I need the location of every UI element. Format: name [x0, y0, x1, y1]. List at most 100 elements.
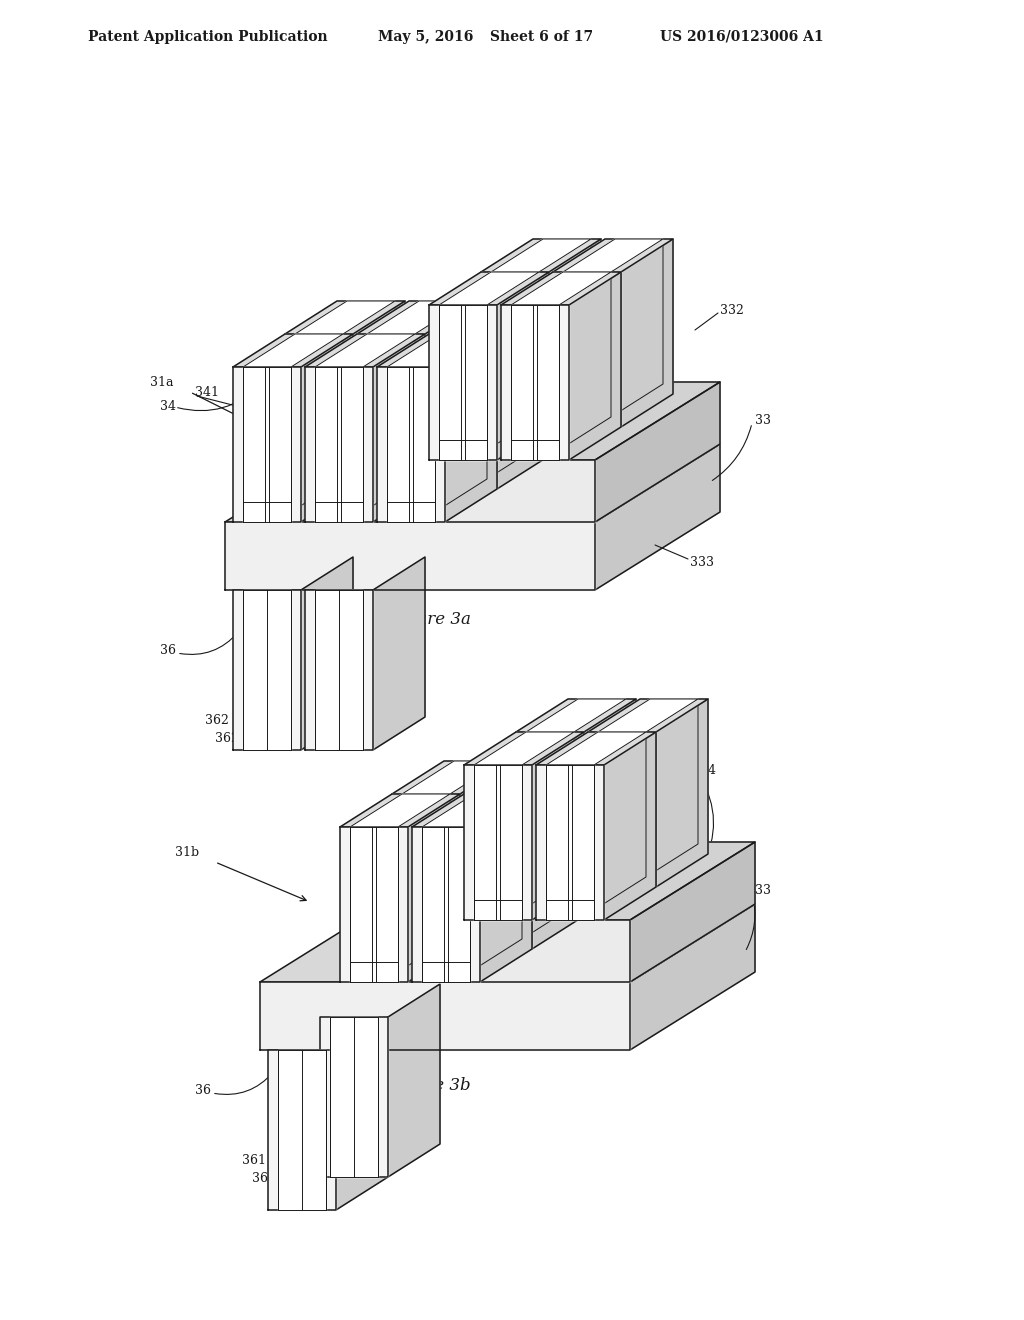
Text: 341: 341 [650, 743, 674, 756]
Polygon shape [594, 733, 646, 909]
Polygon shape [301, 557, 353, 750]
Polygon shape [422, 795, 522, 828]
Polygon shape [474, 733, 574, 766]
Polygon shape [536, 766, 604, 920]
Polygon shape [490, 239, 591, 272]
Polygon shape [340, 795, 460, 828]
Polygon shape [295, 301, 395, 334]
Polygon shape [425, 301, 477, 488]
Polygon shape [225, 444, 720, 521]
Text: 333: 333 [500, 1028, 524, 1041]
Polygon shape [398, 795, 450, 972]
Polygon shape [330, 1016, 378, 1177]
Polygon shape [497, 272, 549, 459]
Polygon shape [315, 334, 415, 367]
Polygon shape [377, 367, 445, 521]
Text: 333: 333 [690, 556, 714, 569]
Text: 361: 361 [252, 1172, 276, 1184]
Polygon shape [546, 766, 594, 920]
Text: 341: 341 [195, 385, 219, 399]
Polygon shape [456, 920, 630, 982]
Polygon shape [630, 842, 755, 982]
Polygon shape [522, 733, 574, 909]
Polygon shape [584, 700, 636, 887]
Polygon shape [305, 367, 373, 521]
Polygon shape [439, 305, 487, 459]
Polygon shape [450, 762, 502, 939]
Text: Patent Application Publication: Patent Application Publication [88, 30, 328, 44]
Polygon shape [285, 334, 353, 488]
Polygon shape [421, 459, 595, 521]
Text: Figure 3b: Figure 3b [389, 1077, 471, 1093]
Polygon shape [387, 334, 487, 367]
Polygon shape [350, 795, 450, 828]
Polygon shape [278, 1049, 326, 1210]
Polygon shape [435, 334, 487, 512]
Polygon shape [526, 733, 574, 887]
Polygon shape [402, 795, 450, 949]
Text: 331: 331 [590, 273, 614, 286]
Polygon shape [429, 272, 549, 305]
Polygon shape [464, 766, 532, 920]
Text: 36: 36 [160, 644, 176, 656]
Polygon shape [377, 334, 497, 367]
Text: Sheet 6 of 17: Sheet 6 of 17 [490, 30, 593, 44]
Text: May 5, 2016: May 5, 2016 [378, 30, 473, 44]
Text: 33: 33 [755, 883, 771, 896]
Polygon shape [422, 828, 470, 982]
Polygon shape [301, 334, 353, 521]
Polygon shape [367, 334, 415, 488]
Polygon shape [559, 272, 611, 450]
Polygon shape [357, 301, 477, 334]
Polygon shape [532, 733, 584, 920]
Polygon shape [464, 762, 584, 795]
Polygon shape [522, 762, 574, 939]
Polygon shape [243, 367, 291, 521]
Polygon shape [392, 795, 460, 949]
Polygon shape [353, 301, 406, 488]
Polygon shape [630, 904, 755, 1049]
Polygon shape [268, 1049, 336, 1210]
Text: 33: 33 [755, 413, 771, 426]
Text: 333: 333 [555, 539, 579, 552]
Polygon shape [646, 700, 698, 876]
Polygon shape [546, 733, 646, 766]
Polygon shape [319, 1016, 388, 1177]
Text: 361: 361 [242, 1154, 266, 1167]
Polygon shape [412, 828, 480, 982]
Polygon shape [233, 334, 353, 367]
Polygon shape [243, 334, 343, 367]
Text: 31b: 31b [175, 846, 199, 858]
Polygon shape [233, 590, 301, 750]
Polygon shape [387, 367, 435, 521]
Polygon shape [373, 334, 425, 521]
Polygon shape [598, 733, 646, 887]
Polygon shape [539, 239, 591, 417]
Polygon shape [595, 381, 720, 521]
Polygon shape [574, 700, 626, 876]
Polygon shape [464, 733, 584, 766]
Polygon shape [408, 795, 460, 982]
Polygon shape [501, 272, 621, 305]
Polygon shape [621, 239, 673, 426]
Polygon shape [536, 733, 656, 766]
Text: Figure 3a: Figure 3a [389, 611, 471, 628]
Polygon shape [315, 590, 362, 750]
Polygon shape [439, 272, 539, 305]
Polygon shape [336, 1016, 388, 1210]
Polygon shape [511, 305, 559, 459]
Polygon shape [497, 301, 549, 488]
Polygon shape [392, 762, 512, 795]
Polygon shape [429, 334, 497, 488]
Polygon shape [481, 272, 549, 426]
Polygon shape [388, 983, 440, 1177]
Polygon shape [595, 444, 720, 590]
Polygon shape [474, 762, 574, 795]
Polygon shape [563, 239, 663, 272]
Polygon shape [516, 733, 584, 887]
Polygon shape [480, 795, 532, 982]
Polygon shape [445, 334, 497, 521]
Polygon shape [598, 700, 698, 733]
Polygon shape [225, 521, 595, 590]
Polygon shape [464, 795, 532, 949]
